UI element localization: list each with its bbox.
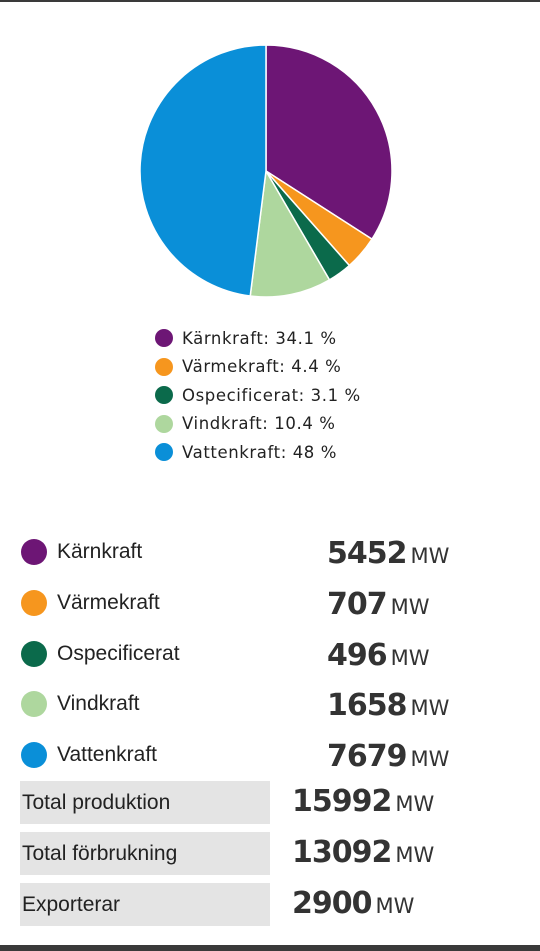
source-name: Ospecificerat xyxy=(57,641,180,665)
total-production-value: 15992 MW xyxy=(292,784,434,819)
source-value-unit: MW xyxy=(390,645,430,670)
source-value-unit: MW xyxy=(410,747,450,772)
source-row-vindkraft: Vindkraft 1658 MW xyxy=(0,679,540,730)
source-row-ospecificerat: Ospecificerat 496 MW xyxy=(0,629,540,680)
total-value-unit: MW xyxy=(395,842,435,867)
total-value-unit: MW xyxy=(395,791,435,816)
source-value-number: 7679 xyxy=(327,739,407,775)
source-value: 707 MW xyxy=(327,587,430,622)
total-consumption-value: 13092 MW xyxy=(292,835,434,870)
source-value-number: 496 xyxy=(327,637,388,673)
source-name: Värmekraft xyxy=(57,590,160,614)
source-value: 5452 MW xyxy=(327,536,449,571)
source-value-number: 1658 xyxy=(327,688,407,724)
vattenkraft-dot-icon xyxy=(21,742,47,769)
legend-label: Vattenkraft: 48 % xyxy=(182,442,338,462)
legend-item-ospecificerat: Ospecificerat: 3.1 % xyxy=(155,381,455,410)
source-value-unit: MW xyxy=(410,544,450,568)
vindkraft-legend-dot-icon xyxy=(155,414,173,433)
total-value-number: 2900 xyxy=(292,885,372,921)
pie-slice-vindkraft xyxy=(249,170,331,298)
vindkraft-dot-icon xyxy=(21,691,47,718)
production-table: Kärnkraft 5452 MW Värmekraft 707 MW Ospeci… xyxy=(0,527,540,934)
karnkraft-legend-dot-icon xyxy=(155,329,173,348)
source-value: 7679 MW xyxy=(327,739,449,774)
legend-label: Kärnkraft: 34.1 % xyxy=(182,328,337,348)
export-row: Exporterar 2900 MW xyxy=(0,882,540,934)
legend-label: Ospecificerat: 3.1 % xyxy=(182,385,361,405)
ospecificerat-dot-icon xyxy=(21,640,47,667)
ospecificerat-legend-dot-icon xyxy=(155,386,173,405)
pie-legend: Kärnkraft: 34.1 % Värmekraft: 4.4 % Ospe… xyxy=(155,324,455,467)
legend-item-karnkraft: Kärnkraft: 34.1 % xyxy=(155,324,455,353)
source-name: Vindkraft xyxy=(57,692,140,716)
pie-slice-vattenkraft xyxy=(139,44,267,297)
vattenkraft-legend-dot-icon xyxy=(155,443,173,462)
source-row-karnkraft: Kärnkraft 5452 MW xyxy=(0,527,540,578)
total-label-box: Exporterar xyxy=(20,882,270,926)
total-value-number: 15992 xyxy=(292,783,392,819)
source-name: Kärnkraft xyxy=(57,540,143,563)
varmekraft-dot-icon xyxy=(21,589,47,616)
export-label: Exporterar xyxy=(22,892,121,916)
source-value-number: 5452 xyxy=(327,536,407,571)
source-value-unit: MW xyxy=(410,696,450,721)
total-production-label: Total produktion xyxy=(22,790,171,814)
source-row-varmekraft: Värmekraft 707 MW xyxy=(0,578,540,629)
legend-item-vattenkraft: Vattenkraft: 48 % xyxy=(155,438,455,467)
total-consumption-row: Total förbrukning 13092 MW xyxy=(0,831,540,883)
karnkraft-dot-icon xyxy=(21,539,47,565)
pie-chart-svg xyxy=(139,44,393,298)
export-value: 2900 MW xyxy=(292,886,414,921)
legend-item-varmekraft: Värmekraft: 4.4 % xyxy=(155,353,455,382)
total-label-box: Total förbrukning xyxy=(20,831,270,875)
legend-label: Värmekraft: 4.4 % xyxy=(182,357,342,377)
total-consumption-label: Total förbrukning xyxy=(22,841,178,865)
varmekraft-legend-dot-icon xyxy=(155,357,173,376)
legend-label: Vindkraft: 10.4 % xyxy=(182,414,336,434)
total-value-number: 13092 xyxy=(292,834,392,870)
source-value-unit: MW xyxy=(390,594,430,619)
legend-item-vindkraft: Vindkraft: 10.4 % xyxy=(155,410,455,439)
source-name: Vattenkraft xyxy=(57,743,157,767)
total-value-unit: MW xyxy=(375,893,415,918)
total-label-box: Total produktion xyxy=(20,780,270,824)
source-value: 496 MW xyxy=(327,638,430,673)
total-production-row: Total produktion 15992 MW xyxy=(0,780,540,832)
source-row-vattenkraft: Vattenkraft 7679 MW xyxy=(0,730,540,781)
source-value: 1658 MW xyxy=(327,688,449,723)
pie-chart xyxy=(0,2,540,312)
source-value-number: 707 xyxy=(327,586,388,622)
